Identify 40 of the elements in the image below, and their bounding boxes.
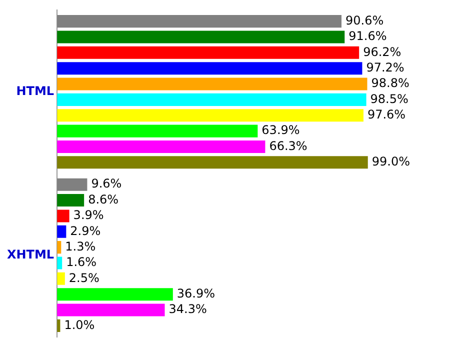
- bar: [57, 124, 258, 138]
- data-label: 1.0%: [64, 318, 95, 332]
- data-label: 97.6%: [367, 107, 406, 122]
- data-label: 34.3%: [168, 302, 207, 316]
- data-label: 8.6%: [88, 192, 119, 206]
- data-label: 66.3%: [269, 138, 308, 153]
- bar: [57, 62, 362, 75]
- bar: [57, 109, 364, 122]
- data-label: 96.2%: [363, 44, 402, 59]
- data-label: 90.6%: [345, 13, 384, 28]
- bar: [57, 194, 84, 207]
- bar: [57, 256, 62, 270]
- data-label: 36.9%: [176, 286, 216, 300]
- bar: [57, 225, 66, 238]
- data-label: 98.5%: [370, 92, 408, 106]
- bar: [57, 178, 88, 191]
- data-label: 9.6%: [91, 176, 122, 191]
- bar: [57, 156, 368, 169]
- bar: [57, 140, 266, 153]
- bar: [57, 30, 345, 44]
- bar: [57, 15, 342, 28]
- bar: [57, 93, 366, 106]
- bar: [57, 210, 70, 222]
- data-label: 3.9%: [73, 208, 104, 222]
- data-label: 1.3%: [65, 239, 96, 254]
- y-tick-label: HTML: [16, 84, 54, 98]
- data-label: 98.8%: [371, 76, 410, 90]
- data-label: 2.5%: [68, 270, 100, 285]
- data-label: 91.6%: [348, 29, 387, 44]
- bar: [57, 272, 65, 285]
- data-label: 99.0%: [372, 154, 410, 169]
- data-label: 97.2%: [366, 60, 404, 74]
- bar: [57, 78, 368, 90]
- bar: [57, 46, 360, 59]
- data-label: 63.9%: [262, 123, 300, 138]
- bar: [57, 288, 173, 301]
- data-label: 1.6%: [66, 255, 97, 270]
- y-tick-label: XHTML: [6, 247, 54, 262]
- data-label: 2.9%: [70, 224, 101, 238]
- bar: [57, 304, 165, 316]
